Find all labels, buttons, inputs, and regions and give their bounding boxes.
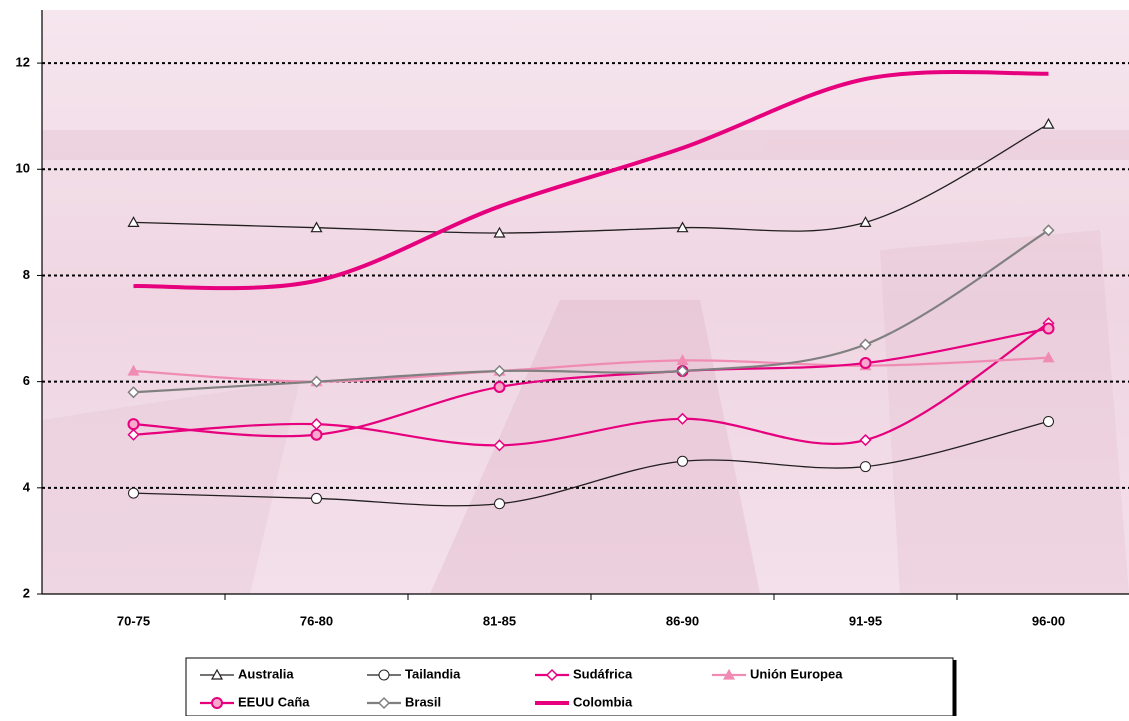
marker <box>127 216 140 227</box>
marker <box>127 364 140 376</box>
marker <box>1043 415 1054 427</box>
series-line <box>133 420 1049 507</box>
series-line <box>133 123 1049 234</box>
marker <box>494 498 505 510</box>
marker <box>128 487 139 499</box>
marker <box>1042 322 1055 335</box>
marker <box>210 668 224 680</box>
y-tick-label: 2 <box>23 585 30 600</box>
grid: 2 4 6 8 10 12 70-75 76-80 81-85 86-90 91-95 96-00 <box>16 55 1129 628</box>
legend-label: Unión Europea <box>750 666 843 681</box>
marker <box>545 668 559 682</box>
marker <box>311 492 322 504</box>
x-tick-label: 86-90 <box>666 613 699 628</box>
series-line <box>133 327 1049 438</box>
marker <box>722 668 736 680</box>
marker <box>310 428 323 441</box>
marker <box>377 696 391 710</box>
marker <box>859 338 872 351</box>
plot-background <box>42 10 1129 594</box>
y-tick-label: 12 <box>16 55 30 70</box>
marker <box>676 221 689 233</box>
marker <box>310 375 323 388</box>
marker <box>1042 117 1055 129</box>
y-tick-label: 4 <box>23 479 31 494</box>
x-tick-label: 76-80 <box>300 613 333 628</box>
x-tick-label: 81-85 <box>483 613 516 628</box>
series-line <box>133 229 1050 394</box>
y-tick-label: 6 <box>23 373 30 388</box>
marker <box>676 412 689 425</box>
legend-label: EEUU Caña <box>238 694 310 709</box>
legend-label: Tailandia <box>405 666 461 681</box>
marker <box>1042 351 1055 363</box>
legend: Australia Tailandia Sudáfrica Unión Europea… <box>200 666 843 709</box>
marker <box>493 364 506 378</box>
legend-box <box>185 657 954 717</box>
y-tick-label: 10 <box>16 161 30 176</box>
marker <box>677 455 688 467</box>
y-tick-label: 8 <box>23 267 30 282</box>
marker <box>310 221 323 233</box>
marker <box>378 669 390 681</box>
series-line <box>133 356 1049 383</box>
legend-label: Sudáfrica <box>573 666 633 681</box>
legend-label: Colombia <box>573 694 633 709</box>
x-tick-label: 91-95 <box>849 613 882 628</box>
marker <box>127 428 140 441</box>
marker <box>676 364 689 378</box>
marker <box>676 354 689 365</box>
legend-label: Brasil <box>405 694 441 709</box>
marker <box>860 461 871 473</box>
marker <box>859 433 872 447</box>
marker <box>211 697 223 709</box>
marker <box>859 357 872 370</box>
marker <box>127 418 140 431</box>
x-tick-label: 96-00 <box>1032 613 1065 628</box>
marker <box>1042 224 1055 237</box>
legend-label: Australia <box>238 666 294 681</box>
x-tick-label: 70-75 <box>117 613 150 628</box>
marker <box>493 380 506 393</box>
plot <box>127 70 1055 510</box>
series-line <box>133 70 1049 291</box>
marker <box>127 386 140 399</box>
series-line <box>133 322 1050 447</box>
marker <box>493 439 506 452</box>
marker <box>493 226 506 238</box>
marker <box>859 216 872 227</box>
